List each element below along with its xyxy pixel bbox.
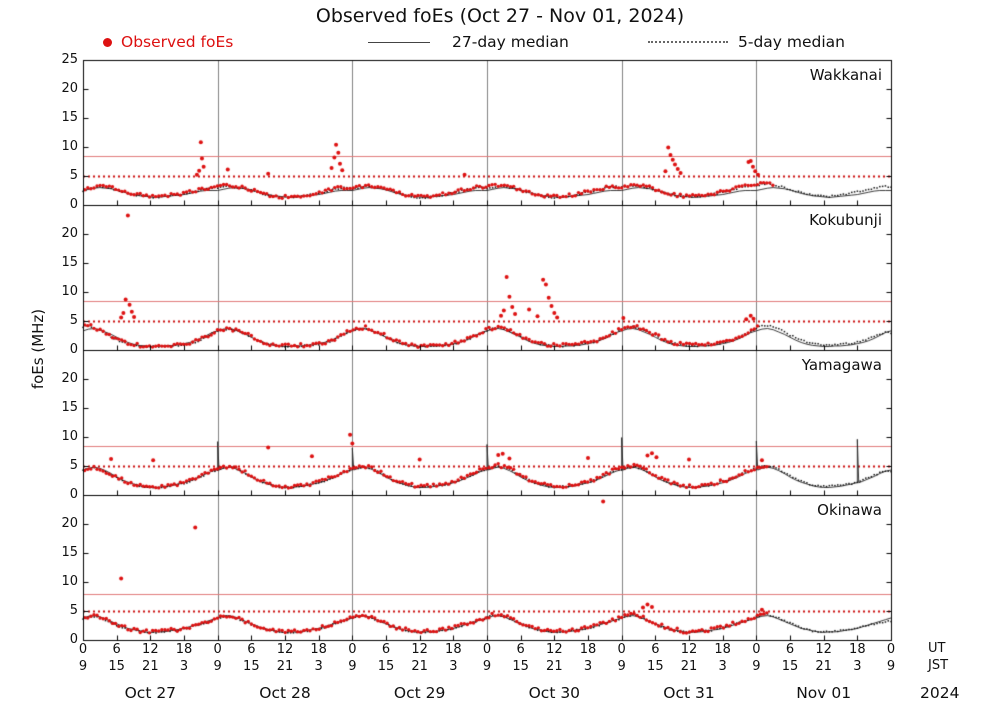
x-tick-ut: 18 xyxy=(175,642,193,657)
x-tick-jst: 15 xyxy=(243,659,260,674)
x-tick-ut: 0 xyxy=(213,642,222,657)
chart-title: Observed foEs (Oct 27 - Nov 01, 2024) xyxy=(315,5,685,27)
x-tick-jst: 15 xyxy=(647,659,664,674)
y-tick-label: 0 xyxy=(69,487,78,502)
x-tick-ut: 18 xyxy=(579,642,597,657)
x-tick-ut: 18 xyxy=(714,642,731,657)
y-tick-label: 20 xyxy=(61,371,78,386)
y-tick-label: 5 xyxy=(69,313,78,328)
ut-caption: UT xyxy=(928,641,946,656)
x-tick-ut: 6 xyxy=(651,642,660,657)
x-tick-jst: 21 xyxy=(546,659,563,674)
x-tick-jst: 3 xyxy=(314,659,323,674)
x-tick-jst: 15 xyxy=(781,659,799,674)
x-tick-ut: 0 xyxy=(617,642,626,657)
x-tick-jst: 3 xyxy=(718,659,727,674)
legend-median27-label: 27-day median xyxy=(452,33,569,51)
legend-observed-label: Observed foEs xyxy=(121,33,234,51)
y-tick-label: 5 xyxy=(69,168,78,183)
x-tick-ut: 0 xyxy=(752,642,761,657)
x-tick-jst: 9 xyxy=(617,659,626,674)
y-tick-label: 0 xyxy=(69,342,78,357)
x-tick-jst: 9 xyxy=(78,659,88,674)
x-tick-jst: 21 xyxy=(276,659,294,674)
y-tick-label: 0 xyxy=(69,197,78,212)
y-tick-label: 20 xyxy=(61,226,78,241)
date-label: Oct 28 xyxy=(259,684,311,702)
x-tick-jst: 9 xyxy=(886,659,896,674)
y-tick-label: 20 xyxy=(61,516,78,531)
dotted-line-icon xyxy=(648,41,728,43)
x-tick-ut: 12 xyxy=(142,642,159,657)
x-tick-ut: 6 xyxy=(516,642,525,657)
date-label: Oct 29 xyxy=(393,684,446,702)
y-tick-label: 20 xyxy=(61,81,78,96)
legend-median5-label: 5-day median xyxy=(738,33,845,51)
y-tick-label: 10 xyxy=(61,284,78,299)
x-tick-jst: 21 xyxy=(680,659,698,674)
y-tick-label: 15 xyxy=(61,400,78,415)
station-label: Wakkanai xyxy=(809,66,882,84)
y-tick-label: 10 xyxy=(61,574,78,589)
x-tick-ut: 0 xyxy=(78,642,88,657)
station-label: Yamagawa xyxy=(801,356,882,374)
x-tick-ut: 6 xyxy=(112,642,121,657)
y-axis-label: foEs (MHz) xyxy=(29,308,47,390)
x-tick-ut: 6 xyxy=(785,642,795,657)
x-tick-ut: 0 xyxy=(482,642,492,657)
x-tick-jst: 15 xyxy=(512,659,529,674)
y-tick-label: 25 xyxy=(61,52,78,67)
x-tick-jst: 9 xyxy=(213,659,222,674)
legend-median27: 27-day median xyxy=(368,31,569,53)
year-label: 2024 xyxy=(920,684,960,702)
date-label: Oct 30 xyxy=(528,684,581,702)
y-tick-label: 5 xyxy=(69,458,78,473)
station-label: Okinawa xyxy=(817,501,882,519)
y-tick-label: 15 xyxy=(61,545,78,560)
y-tick-label: 5 xyxy=(69,603,78,618)
x-tick-ut: 12 xyxy=(411,642,428,657)
x-tick-ut: 12 xyxy=(815,642,832,657)
x-tick-ut: 18 xyxy=(445,642,462,657)
x-tick-jst: 3 xyxy=(179,659,189,674)
x-tick-ut: 0 xyxy=(348,642,357,657)
x-tick-jst: 21 xyxy=(142,659,159,674)
x-tick-ut: 0 xyxy=(886,642,896,657)
x-tick-jst: 9 xyxy=(752,659,761,674)
x-tick-jst: 9 xyxy=(348,659,357,674)
y-tick-label: 10 xyxy=(61,429,78,444)
x-tick-jst: 3 xyxy=(853,659,862,674)
x-tick-jst: 15 xyxy=(377,659,395,674)
x-tick-ut: 18 xyxy=(849,642,866,657)
solid-line-icon xyxy=(368,41,430,43)
x-tick-jst: 3 xyxy=(449,659,458,674)
date-label: Nov 01 xyxy=(796,684,852,702)
station-label: Kokubunji xyxy=(809,211,882,229)
x-tick-ut: 12 xyxy=(276,642,294,657)
x-tick-jst: 9 xyxy=(482,659,492,674)
legend-median5: 5-day median xyxy=(648,31,845,53)
y-tick-label: 15 xyxy=(61,255,78,270)
x-tick-ut: 12 xyxy=(546,642,563,657)
legend-observed: Observed foEs xyxy=(103,31,233,53)
x-tick-jst: 21 xyxy=(411,659,428,674)
x-tick-jst: 15 xyxy=(108,659,125,674)
y-tick-label: 15 xyxy=(61,110,78,125)
date-label: Oct 27 xyxy=(124,684,177,702)
y-tick-label: 0 xyxy=(69,632,78,647)
x-tick-ut: 6 xyxy=(247,642,256,657)
date-label: Oct 31 xyxy=(663,684,715,702)
observed-dot-icon xyxy=(103,37,112,47)
x-tick-ut: 6 xyxy=(381,642,391,657)
x-tick-jst: 21 xyxy=(815,659,832,674)
x-tick-ut: 18 xyxy=(310,642,327,657)
y-tick-label: 10 xyxy=(61,139,78,154)
x-tick-ut: 12 xyxy=(680,642,698,657)
x-tick-jst: 3 xyxy=(583,659,593,674)
jst-caption: JST xyxy=(928,658,949,673)
